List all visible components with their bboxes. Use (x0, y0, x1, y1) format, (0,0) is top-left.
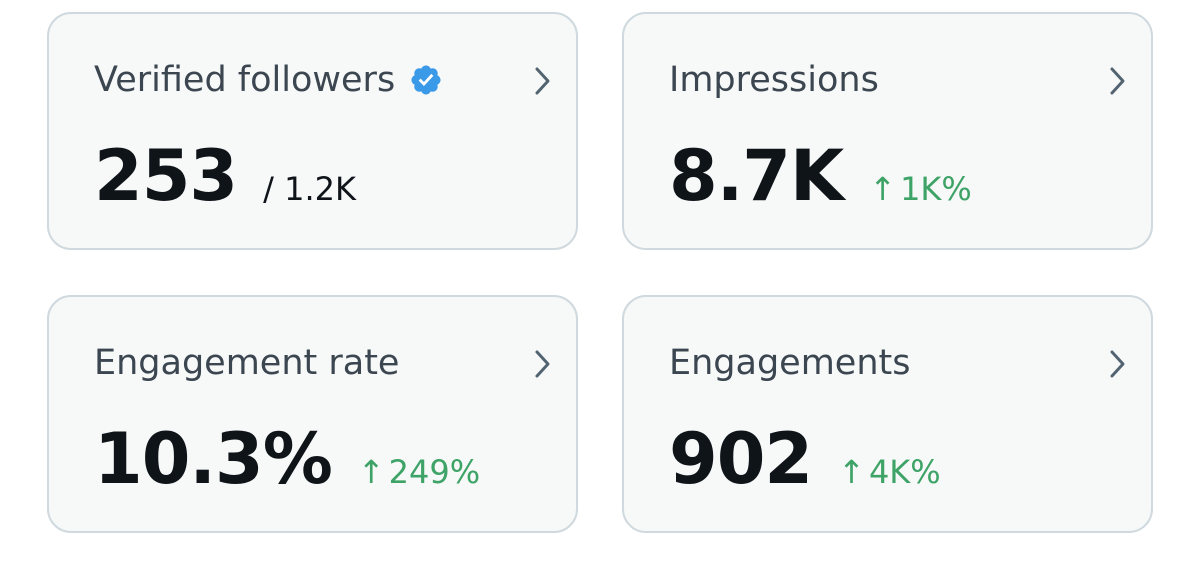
metric-value-row: 8.7K ↑ 1K% (669, 134, 972, 218)
arrow-up-icon: ↑ (838, 453, 865, 491)
change-value: 1K% (900, 170, 972, 208)
metric-value-row: 10.3% ↑ 249% (94, 417, 480, 501)
chevron-right-icon[interactable] (532, 347, 554, 381)
change-indicator: ↑ 249% (358, 453, 480, 491)
verified-badge-icon (411, 65, 441, 95)
card-title: Engagements (669, 341, 910, 385)
arrow-up-icon: ↑ (357, 453, 385, 491)
metric-value-row: 902 ↑ 4K% (669, 417, 941, 501)
change-indicator: ↑ 1K% (869, 170, 972, 208)
engagement-rate-card[interactable]: Engagement rate 10.3% ↑ 249% (47, 295, 578, 533)
chevron-right-icon[interactable] (532, 64, 554, 98)
change-indicator: ↑ 4K% (838, 453, 941, 491)
change-value: 249% (388, 453, 481, 491)
arrow-up-icon: ↑ (869, 170, 897, 208)
engagements-value: 902 (669, 418, 813, 500)
impressions-value: 8.7K (669, 135, 844, 217)
metric-value-row: 253 / 1.2K (94, 134, 356, 218)
verified-followers-card[interactable]: Verified followers 253 / 1.2K (47, 12, 578, 250)
engagements-card[interactable]: Engagements 902 ↑ 4K% (622, 295, 1153, 533)
card-title: Engagement rate (94, 341, 399, 385)
card-title: Impressions (669, 58, 879, 102)
change-value: 4K% (868, 453, 941, 491)
verified-followers-label: Verified followers (94, 60, 396, 100)
card-title: Verified followers (94, 58, 443, 102)
verified-followers-value: 253 (94, 135, 238, 217)
engagement-rate-label: Engagement rate (94, 343, 400, 383)
total-followers: / 1.2K (263, 170, 356, 208)
chevron-right-icon[interactable] (1107, 347, 1129, 381)
engagement-rate-value: 10.3% (94, 418, 333, 500)
impressions-label: Impressions (669, 60, 879, 100)
engagements-label: Engagements (669, 343, 911, 383)
chevron-right-icon[interactable] (1107, 64, 1129, 98)
impressions-card[interactable]: Impressions 8.7K ↑ 1K% (622, 12, 1153, 250)
